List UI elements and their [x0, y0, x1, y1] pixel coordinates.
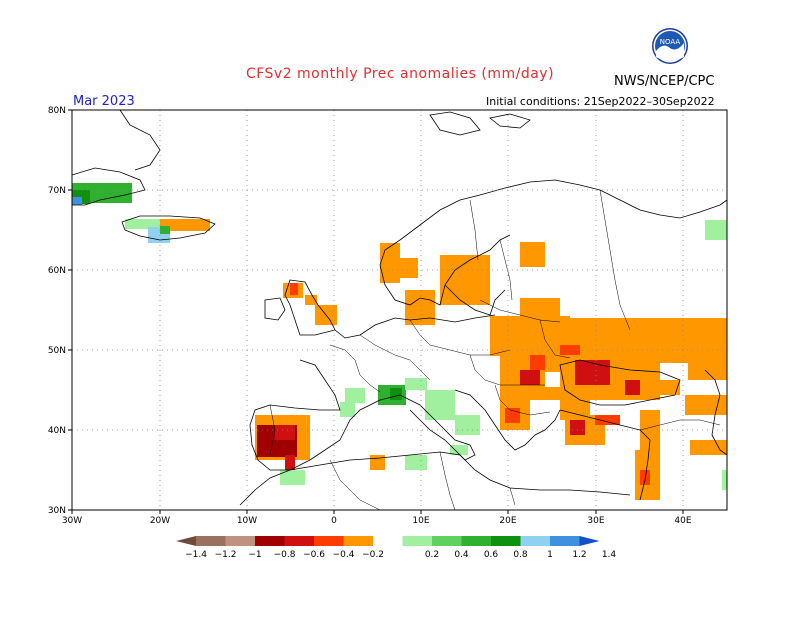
colorbar-swatch [491, 536, 521, 546]
colorbar-tick-label: −1 [248, 550, 261, 560]
noaa-logo: NOAA [652, 28, 688, 64]
map-title: CFSv2 monthly Prec anomalies (mm/day) [245, 66, 555, 82]
colorbar-swatch [196, 536, 226, 546]
lat-label-40n: 40N [48, 426, 66, 436]
map-frame [71, 109, 728, 511]
colorbar-swatch [284, 536, 314, 546]
lon-label-20e: 20E [499, 516, 516, 526]
lat-label-80n: 80N [48, 106, 66, 116]
colorbar-swatch [343, 536, 373, 546]
colorbar-tick-label: −1.4 [185, 550, 207, 560]
lat-label-30n: 30N [48, 506, 66, 516]
colorbar: −1.4 −1.2 −1 −0.8 −0.6 −0.4 −0.2 0.2 0.4 0.6 0.8 1 1… [176, 536, 616, 560]
colorbar-tick-label: −0.4 [333, 550, 355, 560]
colorbar-arrow-low [176, 536, 196, 546]
anomaly-fields [72, 183, 727, 500]
lon-label-10e: 10E [412, 516, 429, 526]
colorbar-swatch [550, 536, 580, 546]
lon-label-20w: 20W [150, 516, 170, 526]
colorbar-swatch [314, 536, 344, 546]
colorbar-tick-label: 1 [547, 550, 553, 560]
lat-label-50n: 50N [48, 346, 66, 356]
coastlines [72, 110, 727, 506]
colorbar-arrow-high [579, 536, 600, 546]
graticule [72, 110, 727, 510]
agency-label: NWS/NCEP/CPC [614, 74, 715, 89]
colorbar-swatch [373, 536, 403, 546]
colorbar-swatch [255, 536, 285, 546]
lon-label-10w: 10W [237, 516, 257, 526]
lat-label-60n: 60N [48, 266, 66, 276]
lon-label-30e: 30E [587, 516, 604, 526]
colorbar-tick-label: −0.8 [274, 550, 296, 560]
country-borders [269, 189, 721, 510]
lat-label-70n: 70N [48, 186, 66, 196]
colorbar-tick-label: −0.2 [362, 550, 384, 560]
colorbar-tick-label: −0.6 [303, 550, 325, 560]
colorbar-tick-label: 0.8 [513, 550, 528, 560]
forecast-month: Mar 2023 [73, 94, 135, 109]
colorbar-tick-label: 0.2 [425, 550, 439, 560]
colorbar-swatch [461, 536, 491, 546]
lon-label-0: 0 [331, 516, 337, 526]
initial-conditions: Initial conditions: 21Sep2022–30Sep2022 [486, 95, 715, 108]
colorbar-tick-label: −1.2 [215, 550, 237, 560]
colorbar-tick-label: 1.2 [572, 550, 586, 560]
colorbar-tick-label: 1.4 [602, 550, 617, 560]
lon-label-30w: 30W [62, 516, 82, 526]
colorbar-tick-label: 0.4 [454, 550, 469, 560]
colorbar-swatch [402, 536, 432, 546]
colorbar-tick-label: 0.6 [484, 550, 499, 560]
colorbar-swatch [225, 536, 255, 546]
noaa-logo-text: NOAA [660, 38, 681, 46]
colorbar-swatch [432, 536, 462, 546]
lon-label-40e: 40E [674, 516, 691, 526]
colorbar-swatch [520, 536, 550, 546]
